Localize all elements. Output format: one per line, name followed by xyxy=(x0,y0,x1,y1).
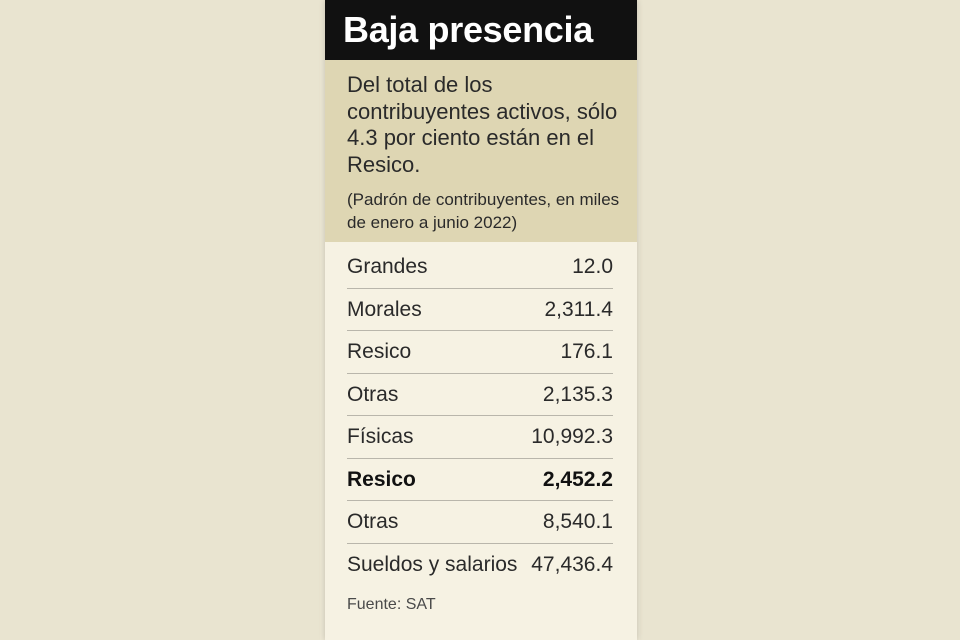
title-bar: Baja presencia xyxy=(325,0,637,60)
infographic-panel: Baja presencia Del total de los contribu… xyxy=(325,0,637,640)
row-value: 10,992.3 xyxy=(531,425,613,448)
row-value: 2,452.2 xyxy=(542,467,613,491)
chart-subtitle: Del total de los contribuyentes activos,… xyxy=(347,72,618,177)
right-background xyxy=(640,0,960,640)
row-label: Resico xyxy=(347,467,416,491)
intro-box: Del total de los contribuyentes activos,… xyxy=(325,60,637,242)
row-label: Físicas xyxy=(347,425,414,448)
row-label: Resico xyxy=(347,340,412,363)
data-table: Grandes 12.0 Morales 2,311.4 Resico 176.1 Otra… xyxy=(347,246,613,586)
row-value: 2,311.4 xyxy=(544,297,613,321)
row-value: 8,540.1 xyxy=(542,510,613,533)
left-background xyxy=(0,0,320,640)
row-value: 2,135.3 xyxy=(542,382,613,406)
table-row: Resico 2,452.2 xyxy=(347,459,613,501)
row-label: Morales xyxy=(347,297,422,321)
row-value: 176.1 xyxy=(560,340,613,363)
row-label: Otras xyxy=(347,510,399,533)
table-row: Otras 2,135.3 xyxy=(347,374,613,416)
source-text: Fuente: SAT xyxy=(347,596,436,613)
table-row: Morales 2,311.4 xyxy=(347,289,613,331)
row-label: Grandes xyxy=(347,255,428,278)
table-row: Grandes 12.0 xyxy=(347,246,613,289)
table-row: Resico 176.1 xyxy=(347,331,613,374)
table-row: Otras 8,540.1 xyxy=(347,501,613,544)
chart-note: (Padrón de contribuyentes, en miles de e… xyxy=(347,190,620,232)
table-row: Físicas 10,992.3 xyxy=(347,416,613,459)
table-row: Sueldos y salarios 47,436.4 xyxy=(347,544,613,587)
row-value: 12.0 xyxy=(572,255,613,278)
row-label: Otras xyxy=(347,382,399,406)
row-label: Sueldos y salarios xyxy=(347,552,518,576)
chart-title: Baja presencia xyxy=(343,9,593,50)
row-value: 47,436.4 xyxy=(531,552,613,576)
